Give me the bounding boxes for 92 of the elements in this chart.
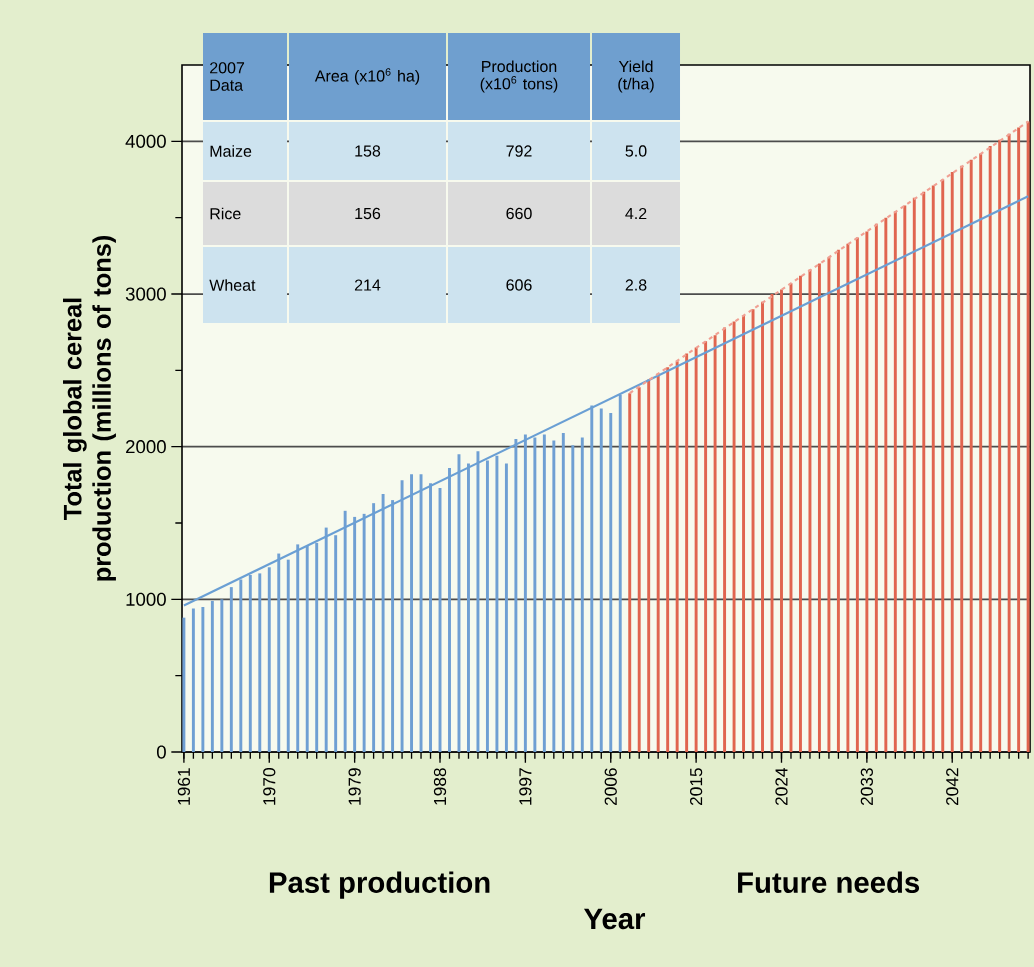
annotation: Yield (t/ha) xyxy=(618,60,654,93)
x-tick-label: 2042 xyxy=(946,768,959,806)
bar xyxy=(561,432,565,753)
bar xyxy=(751,309,755,753)
bar xyxy=(884,217,888,753)
annotation: Area (x10$^{6}$ ha) xyxy=(314,68,420,85)
y-tick-label: 2000 xyxy=(126,440,166,454)
y-tick-label: 3000 xyxy=(125,287,166,301)
bar xyxy=(780,289,783,753)
text: Future needs xyxy=(738,871,920,893)
x-tick-label: 2015 xyxy=(689,768,703,806)
x-tick-label: 1970 xyxy=(263,768,276,805)
bar xyxy=(1007,133,1011,753)
bar xyxy=(761,301,764,753)
x-tick-label: 1988 xyxy=(433,768,447,805)
bar xyxy=(960,165,964,753)
annotation: 2.8 xyxy=(625,279,647,291)
bar xyxy=(799,275,802,753)
bar xyxy=(903,205,907,753)
x-tick-label: 1961 xyxy=(177,768,191,805)
x-tick-label: 1997 xyxy=(519,768,532,805)
annotation: 5.0 xyxy=(625,145,647,157)
bar xyxy=(912,197,916,753)
bar xyxy=(742,315,746,753)
bar xyxy=(855,237,859,753)
bar xyxy=(931,185,935,753)
annotation: Rice xyxy=(210,207,241,220)
y-tick-label: 1000 xyxy=(126,592,166,606)
annotation: 792 xyxy=(506,145,532,157)
y-axis-title: Total global cereal production (millions of tons) xyxy=(62,235,116,581)
bar xyxy=(580,437,584,753)
bar xyxy=(808,269,812,753)
bar xyxy=(675,361,679,753)
bar xyxy=(713,335,717,753)
bar xyxy=(210,600,214,753)
bar xyxy=(637,387,641,753)
annotation: 2007 Data xyxy=(210,62,245,91)
annotation: 606 xyxy=(506,279,532,291)
bar xyxy=(685,353,689,753)
bar xyxy=(504,463,508,753)
bar xyxy=(182,617,186,753)
bar xyxy=(836,249,840,753)
x-tick-label: 2006 xyxy=(604,768,617,806)
bar xyxy=(922,191,926,753)
x-tick-label: 2024 xyxy=(775,767,788,806)
annotation: 660 xyxy=(506,207,532,220)
x-tick-label: 2033 xyxy=(860,768,873,806)
bar xyxy=(874,223,878,753)
text: Past production xyxy=(269,871,490,899)
bar xyxy=(628,393,632,753)
bar xyxy=(988,145,992,753)
bar xyxy=(1026,121,1030,753)
bar xyxy=(258,573,262,753)
bar xyxy=(571,445,575,753)
bar xyxy=(827,257,831,753)
annotation: Production (x10$^{6}$ tons) xyxy=(480,60,558,93)
annotation: Maize xyxy=(210,145,252,157)
bar xyxy=(704,341,708,753)
bar xyxy=(941,179,945,753)
annotation: 156 xyxy=(355,207,381,220)
bar xyxy=(191,608,195,753)
x-axis-title: Year xyxy=(583,908,646,930)
bar xyxy=(950,171,954,753)
bar xyxy=(647,379,651,753)
x-tick-label: 1979 xyxy=(348,768,361,805)
y-tick-label: 0 xyxy=(156,745,166,759)
bar xyxy=(969,159,973,753)
bar xyxy=(609,413,613,753)
bar xyxy=(220,599,224,753)
annotation: 158 xyxy=(355,145,381,157)
bar xyxy=(865,231,869,753)
bar xyxy=(229,587,233,753)
bar xyxy=(1017,127,1021,753)
annotation: Wheat xyxy=(209,279,256,291)
bar xyxy=(542,434,546,753)
annotation: 4.2 xyxy=(625,207,647,220)
bar xyxy=(286,559,290,753)
bar xyxy=(599,408,603,753)
bar xyxy=(694,347,698,753)
bar xyxy=(723,327,727,753)
bar xyxy=(656,373,660,753)
annotation: 214 xyxy=(354,279,381,291)
bar xyxy=(998,139,1002,753)
bar xyxy=(979,153,983,753)
bar xyxy=(201,606,205,753)
bar xyxy=(732,321,736,753)
y-tick-label: 4000 xyxy=(125,134,166,148)
bar xyxy=(552,440,556,753)
bar xyxy=(893,211,897,753)
bar xyxy=(817,263,821,753)
bar xyxy=(846,243,850,753)
bar xyxy=(666,367,670,753)
